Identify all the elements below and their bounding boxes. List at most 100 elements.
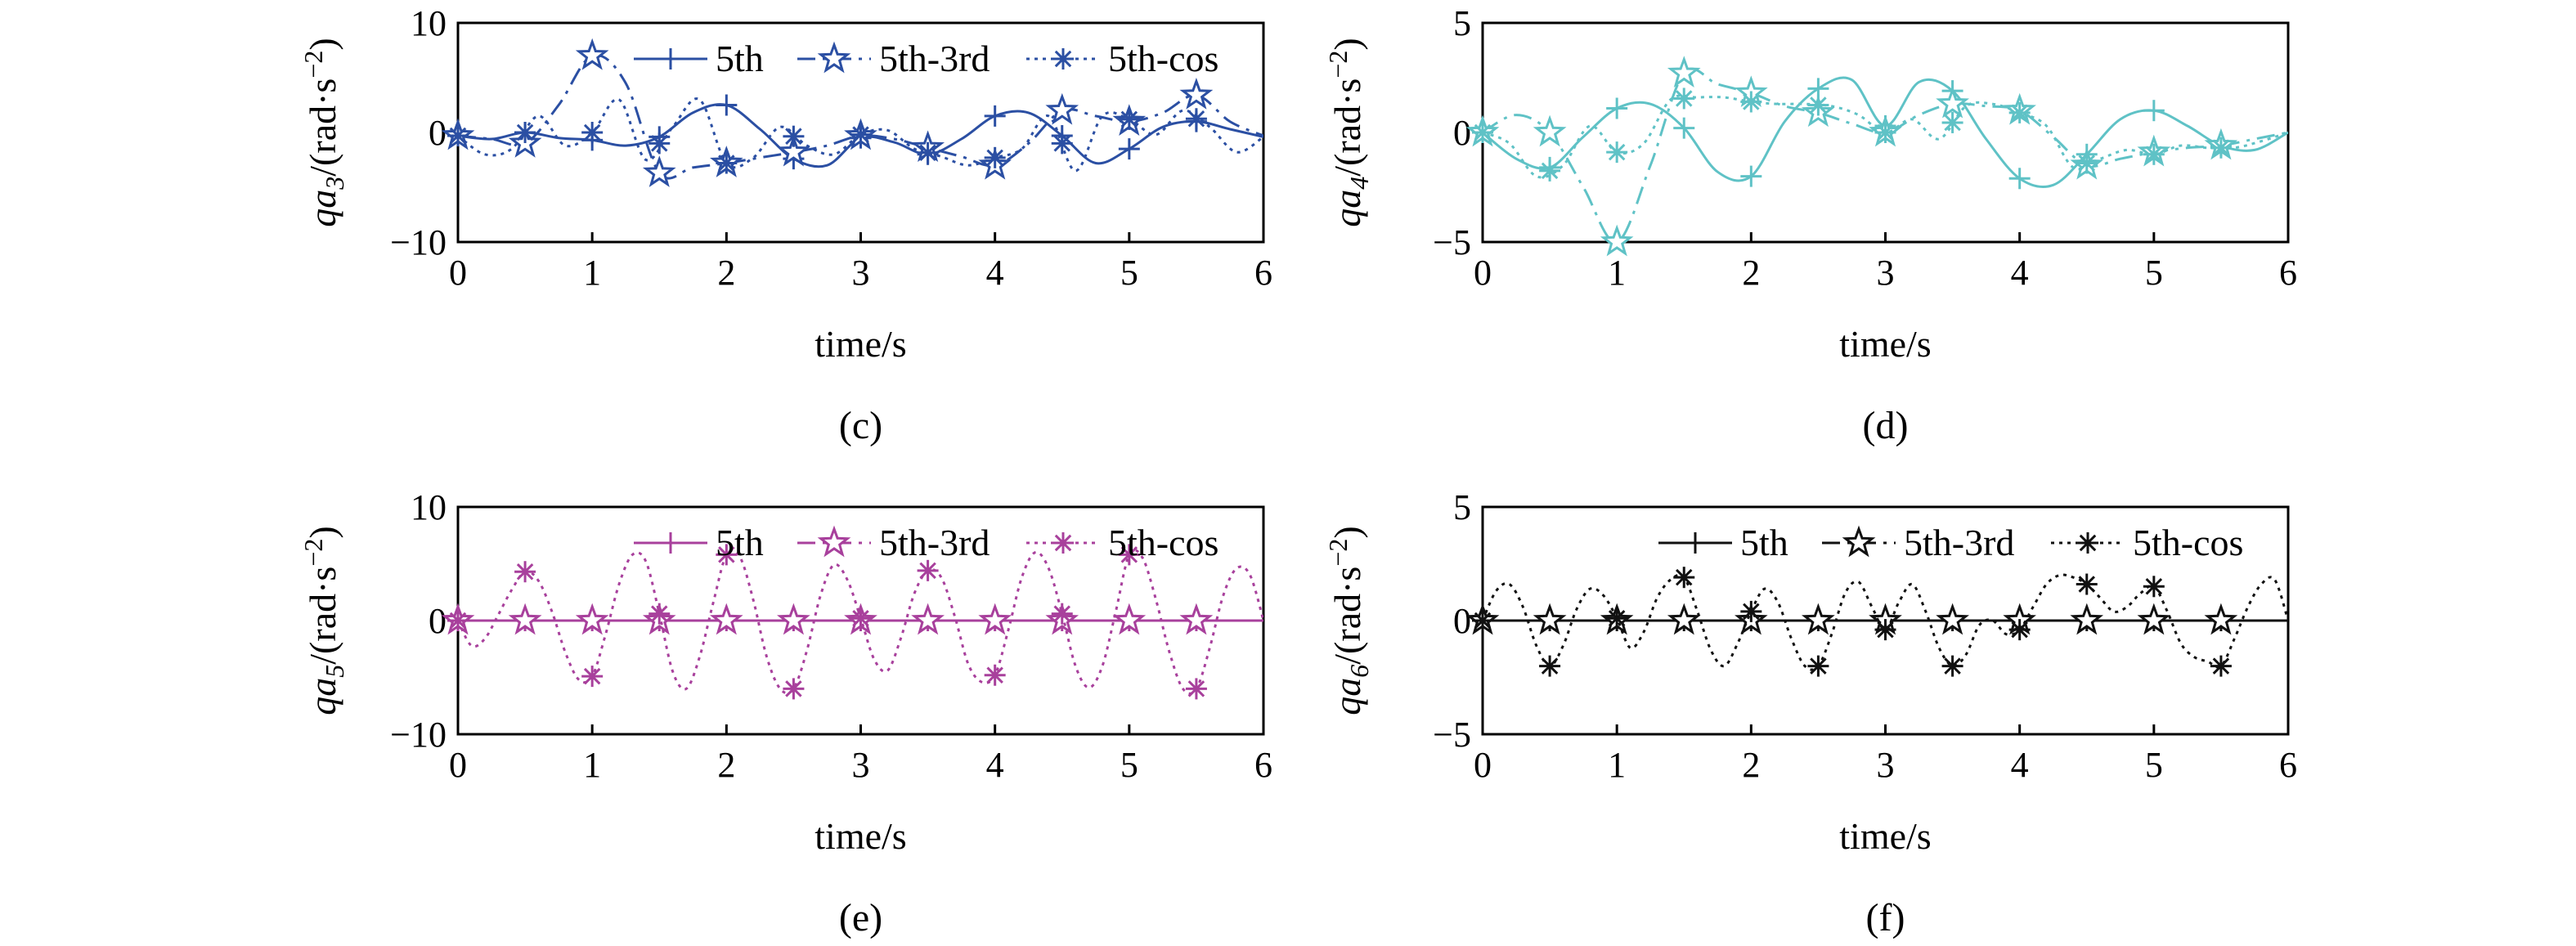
legend-label: 5th [716,522,764,563]
x-tick-label: 1 [1608,253,1626,293]
panel-caption: (d) [1863,404,1909,447]
data-point-marker [911,603,945,635]
y-tick-label: 5 [1453,3,1471,43]
y-axis-label: qa4/(rad·s−2) [1323,38,1374,226]
y-tick-label: −10 [390,222,447,262]
data-point-marker [716,544,738,566]
legend-item: 5th [634,522,764,563]
data-point-marker [1051,132,1073,155]
data-point-marker [2070,603,2104,635]
data-point-marker [1606,608,1628,630]
y-tick-label: −5 [1433,715,1471,755]
legend: 5th 5th-3rd 5th-cos [634,522,1218,563]
series-markers [441,603,1214,635]
y-tick-label: 5 [1453,487,1471,527]
data-point-marker [1118,544,1140,566]
legend-label: 5th [716,38,764,79]
data-point-marker [2143,100,2165,122]
data-point-marker [2076,152,2098,174]
data-point-marker [783,678,805,700]
y-tick-label: 0 [429,113,447,153]
x-tick-label: 6 [1254,745,1272,785]
legend: 5th 5th-3rd 5th-cos [1658,522,2243,563]
x-tick-label: 3 [1877,745,1895,785]
data-point-marker [575,603,609,635]
y-axis-label: qa5/(rad·s−2) [298,526,349,715]
data-point-marker [447,610,469,631]
data-point-marker [783,125,805,147]
data-point-marker [1673,117,1695,139]
x-axis-label: time/s [815,323,906,365]
data-point-marker [1936,86,1970,119]
data-point-marker [1112,603,1147,635]
data-point-marker [1179,77,1214,110]
data-point-marker [1533,114,1567,147]
legend: 5th 5th-3rd 5th-cos [634,38,1218,79]
y-tick-label: −10 [390,715,447,755]
data-point-marker [1673,567,1695,589]
x-axis-label: time/s [1839,815,1931,857]
data-point-marker [984,146,1006,168]
data-point-marker [1185,678,1207,700]
x-axis-label: time/s [815,815,906,857]
data-point-marker [978,603,1012,635]
panel-caption: (c) [839,404,882,447]
legend-item: 5th-3rd [797,38,990,79]
series-markers [1472,87,2232,182]
series-markers [1465,603,2238,635]
y-tick-label: 10 [411,487,447,527]
data-point-marker [2008,101,2031,123]
data-point-marker [1118,108,1140,130]
data-point-marker [1667,603,1701,635]
y-tick-label: 0 [1453,601,1471,641]
data-point-marker [447,125,469,147]
data-point-marker [514,122,536,143]
x-tick-label: 2 [717,253,735,293]
data-point-marker [1673,87,1695,110]
series-markers [447,544,1207,700]
data-point-marker [984,105,1006,127]
x-tick-label: 1 [1608,745,1626,785]
data-point-marker [2210,137,2232,159]
legend-item: 5th-cos [2051,522,2243,563]
data-point-marker [1874,619,1896,641]
data-point-marker [1539,159,1561,182]
x-tick-label: 1 [583,253,601,293]
data-point-marker [648,603,671,625]
x-tick-label: 3 [852,745,870,785]
x-tick-label: 6 [2279,745,2297,785]
legend-item: 5th [1658,522,1788,563]
x-tick-label: 2 [1742,745,1760,785]
data-point-marker [1807,94,1829,116]
x-tick-label: 6 [1254,253,1272,293]
legend-label: 5th-3rd [879,522,990,563]
x-tick-label: 2 [717,745,735,785]
data-point-marker [1606,97,1628,119]
series-markers [1472,567,2232,677]
data-point-marker [2204,603,2238,635]
data-point-marker [1539,655,1561,677]
x-tick-label: 5 [2145,253,2163,293]
data-point-marker [648,132,671,155]
data-point-marker [1807,655,1829,677]
x-tick-label: 1 [583,745,601,785]
data-point-marker [581,122,604,143]
y-tick-label: 0 [429,601,447,641]
y-tick-label: 0 [1453,113,1471,153]
data-point-marker [514,561,536,583]
x-tick-label: 0 [449,253,467,293]
x-tick-label: 5 [1120,253,1138,293]
series-markers [1465,56,2238,257]
x-tick-label: 2 [1742,253,1760,293]
legend-item: 5th-3rd [797,522,990,563]
x-tick-label: 0 [1474,745,1492,785]
data-point-marker [1179,603,1214,635]
data-point-marker [508,603,542,635]
data-point-marker [1472,610,1493,631]
legend-item: 5th-cos [1026,522,1218,563]
legend-label: 5th-cos [1108,522,1218,563]
data-point-marker [984,664,1006,686]
x-tick-label: 6 [2279,253,2297,293]
